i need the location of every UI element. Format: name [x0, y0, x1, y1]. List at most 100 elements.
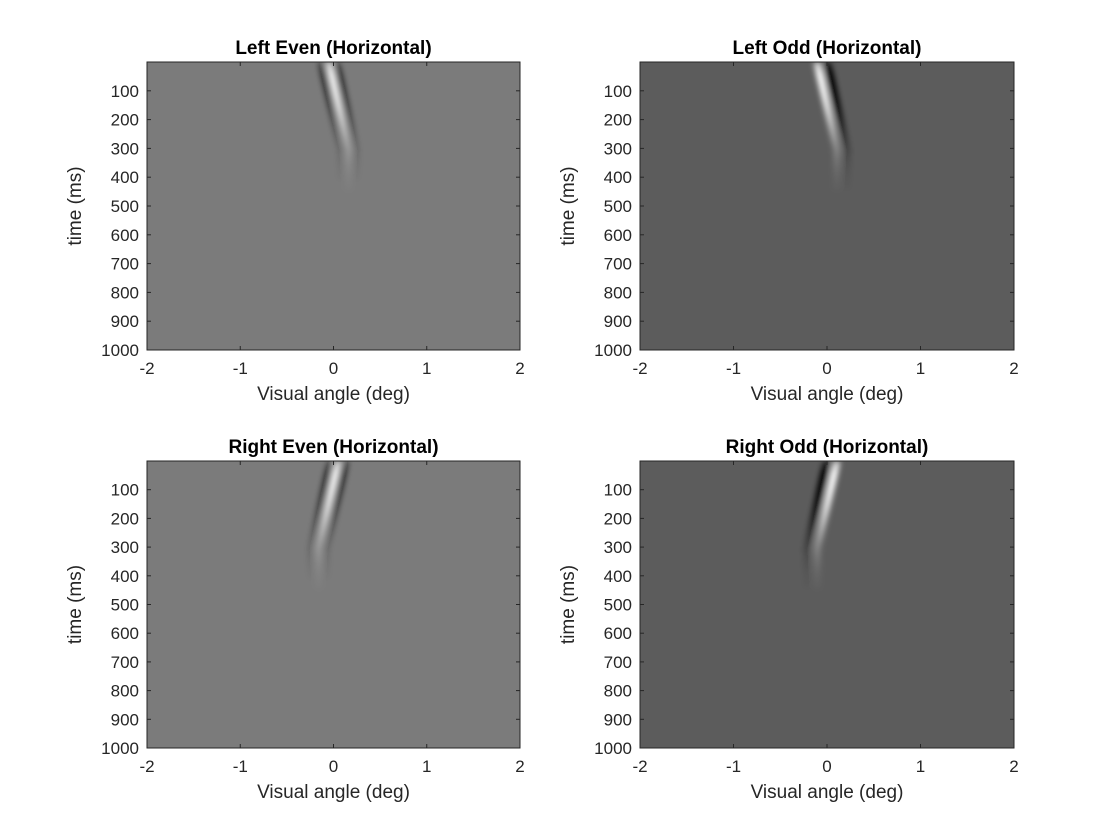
y-tick-label: 1000 — [594, 739, 632, 758]
y-tick-label: 1000 — [594, 341, 632, 360]
y-tick-label: 500 — [111, 596, 139, 615]
y-tick-label: 400 — [604, 168, 632, 187]
y-tick-label: 300 — [604, 139, 632, 158]
kernel-dark-lobe-segment — [306, 562, 314, 566]
heatmap-plot-area — [640, 62, 1014, 350]
y-tick-label: 400 — [111, 567, 139, 586]
y-axis-label: time (ms) — [558, 166, 579, 245]
y-tick-label: 300 — [111, 139, 139, 158]
y-tick-label: 1000 — [101, 341, 139, 360]
kernel-light-lobe-segment — [832, 187, 841, 190]
kernel-light-lobe-segment — [315, 586, 322, 589]
x-tick-label: 1 — [916, 757, 925, 776]
heatmap-background — [147, 62, 520, 350]
x-tick-label: -1 — [726, 359, 741, 378]
x-tick-label: -2 — [139, 757, 154, 776]
y-tick-label: 300 — [111, 538, 139, 557]
x-tick-label: 0 — [329, 359, 338, 378]
heatmap-plot-area — [147, 62, 520, 350]
y-tick-label: 800 — [111, 283, 139, 302]
y-tick-label: 600 — [111, 624, 139, 643]
panel-left-odd: Left Odd (Horizontal) Visual angle (deg)… — [558, 38, 1019, 405]
kernel-dark-lobe-segment — [307, 577, 314, 580]
y-tick-label: 900 — [111, 710, 139, 729]
x-tick-label: 1 — [422, 757, 431, 776]
y-tick-label: 100 — [604, 82, 632, 101]
x-tick-label: -1 — [233, 757, 248, 776]
x-tick-label: -1 — [726, 757, 741, 776]
y-tick-label: 100 — [111, 82, 139, 101]
kernel-dark-lobe-segment — [803, 586, 812, 589]
x-tick-label: 0 — [822, 757, 831, 776]
kernel-dark-lobe-segment — [337, 178, 344, 181]
panel-title: Left Odd (Horizontal) — [733, 38, 922, 59]
x-axis-label: Visual angle (deg) — [257, 782, 410, 803]
panel-left-even: Left Even (Horizontal) Visual angle (deg… — [65, 38, 525, 405]
kernel-lobes — [802, 461, 842, 589]
y-tick-label: 300 — [604, 538, 632, 557]
y-tick-label: 200 — [604, 111, 632, 130]
kernel-dark-lobe-segment — [353, 178, 360, 181]
y-tick-label: 500 — [604, 197, 632, 216]
y-tick-label: 200 — [604, 509, 632, 528]
heatmap-plot-area — [640, 461, 1014, 748]
kernel-light-lobe-segment — [832, 175, 842, 178]
kernel-light-lobe-segment — [344, 175, 352, 178]
kernel-dark-lobe-segment — [323, 562, 331, 566]
heatmap-background — [147, 461, 520, 748]
x-axis-label: Visual angle (deg) — [257, 384, 410, 405]
x-tick-label: 1 — [422, 359, 431, 378]
y-tick-label: 800 — [604, 283, 632, 302]
x-tick-label: 2 — [1009, 359, 1018, 378]
y-tick-label: 700 — [111, 653, 139, 672]
kernel-dark-lobe-segment — [842, 175, 852, 178]
heatmap-plot-area — [147, 461, 520, 748]
x-tick-label: -1 — [233, 359, 248, 378]
kernel-dark-lobe-segment — [843, 187, 852, 190]
kernel-lobes — [306, 461, 351, 589]
y-tick-label: 200 — [111, 509, 139, 528]
y-tick-label: 500 — [111, 197, 139, 216]
y-tick-label: 800 — [111, 682, 139, 701]
x-tick-label: -2 — [139, 359, 154, 378]
y-tick-label: 1000 — [101, 739, 139, 758]
x-tick-label: 0 — [822, 359, 831, 378]
kernel-light-lobe-segment — [315, 573, 323, 577]
y-tick-label: 400 — [111, 168, 139, 187]
y-tick-label: 900 — [111, 312, 139, 331]
x-axis-label: Visual angle (deg) — [751, 384, 904, 405]
y-tick-label: 200 — [111, 111, 139, 130]
y-tick-label: 700 — [604, 255, 632, 274]
y-tick-label: 900 — [604, 312, 632, 331]
kernel-dark-lobe-segment — [336, 164, 344, 167]
x-tick-label: 2 — [515, 757, 524, 776]
y-tick-label: 800 — [604, 682, 632, 701]
kernel-dark-lobe-segment — [353, 164, 361, 167]
panel-title: Right Even (Horizontal) — [228, 437, 438, 458]
x-axis-label: Visual angle (deg) — [751, 782, 904, 803]
y-tick-label: 100 — [604, 481, 632, 500]
panel-title: Right Odd (Horizontal) — [726, 437, 929, 458]
x-tick-label: -2 — [632, 359, 647, 378]
x-tick-label: 1 — [916, 359, 925, 378]
y-tick-label: 100 — [111, 481, 139, 500]
y-tick-label: 600 — [604, 226, 632, 245]
x-tick-label: 0 — [329, 757, 338, 776]
y-axis-label: time (ms) — [65, 565, 86, 644]
kernel-lobes — [316, 62, 361, 181]
x-tick-label: 2 — [1009, 757, 1018, 776]
x-tick-label: 2 — [515, 359, 524, 378]
y-tick-label: 700 — [604, 653, 632, 672]
y-tick-label: 600 — [604, 624, 632, 643]
y-tick-label: 900 — [604, 710, 632, 729]
panel-right-even: Right Even (Horizontal) Visual angle (de… — [65, 437, 525, 803]
y-tick-label: 500 — [604, 596, 632, 615]
kernel-light-lobe-segment — [812, 573, 822, 577]
y-tick-label: 600 — [111, 226, 139, 245]
kernel-lobes — [812, 62, 852, 190]
y-axis-label: time (ms) — [558, 565, 579, 644]
kernel-dark-lobe-segment — [323, 577, 330, 580]
y-tick-label: 400 — [604, 567, 632, 586]
y-tick-label: 700 — [111, 255, 139, 274]
